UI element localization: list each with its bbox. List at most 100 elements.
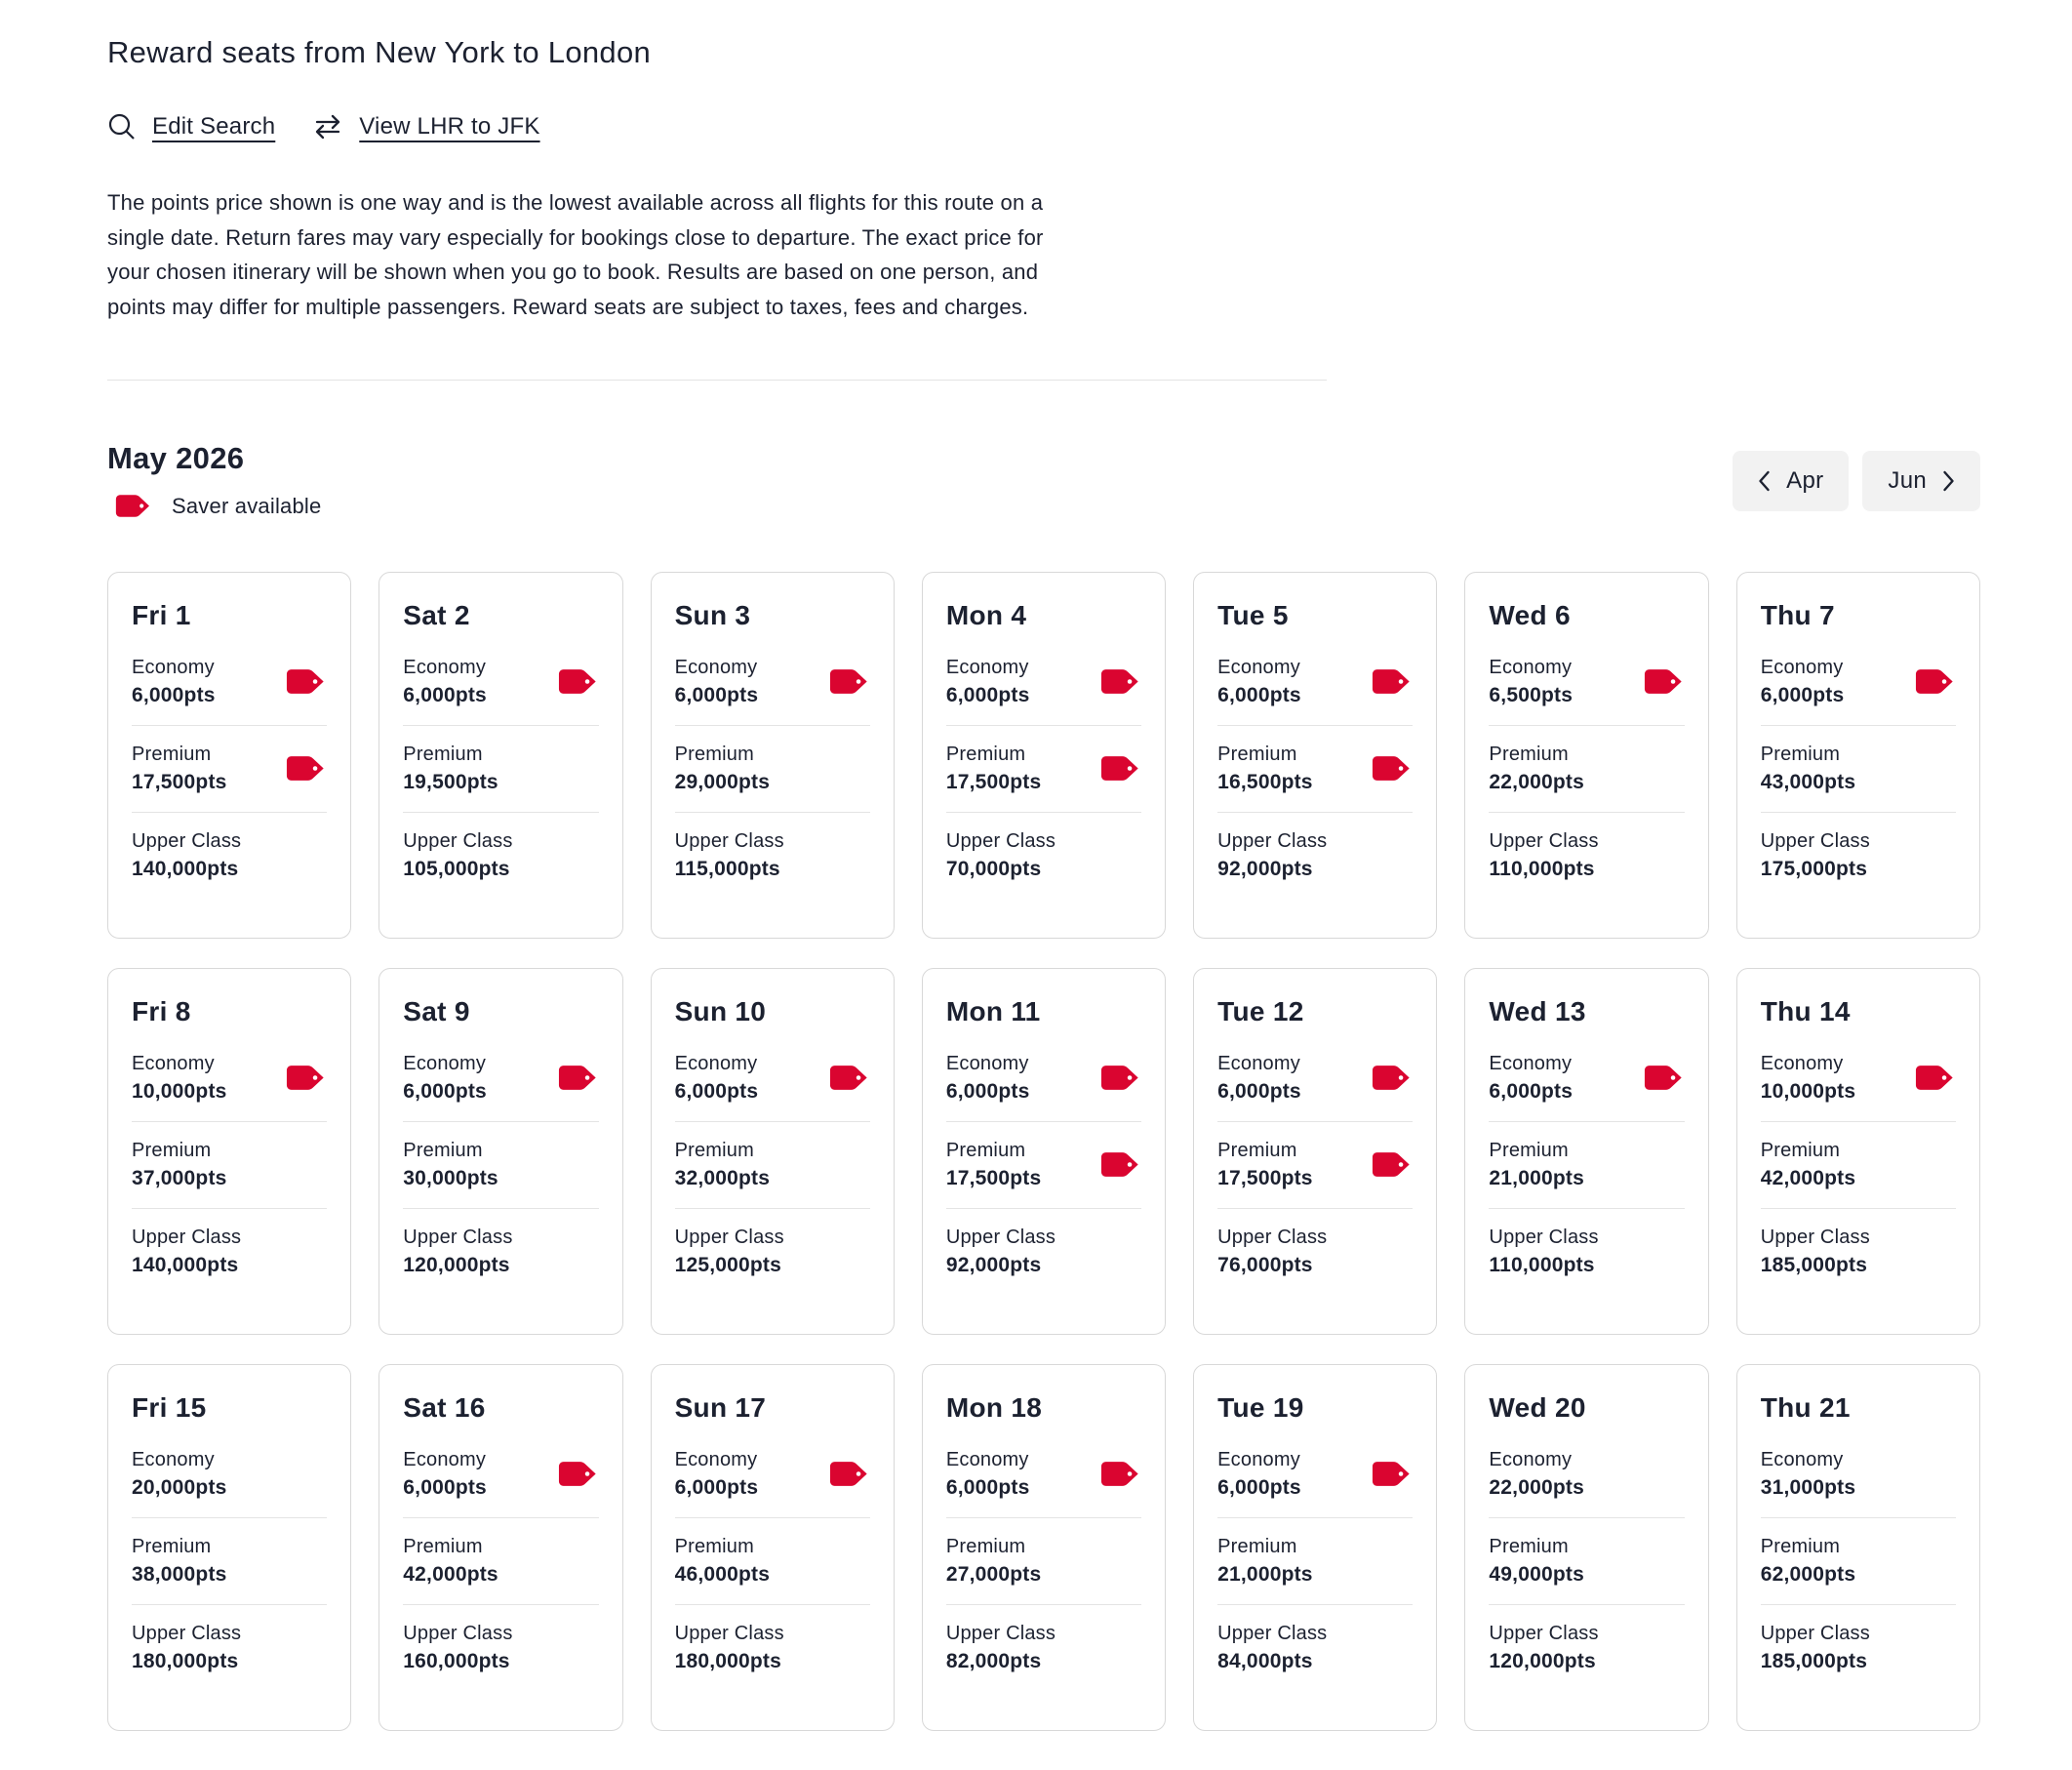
day-card[interactable]: Tue 19 Economy 6,000pts Premium 21,000pt… — [1193, 1363, 1438, 1731]
fare-row: Upper Class 160,000pts — [403, 1603, 599, 1691]
day-card[interactable]: Wed 13 Economy 6,000pts Premium 21,000pt… — [1464, 967, 1709, 1335]
day-card[interactable]: Tue 12 Economy 6,000pts Premium 17,500pt… — [1193, 967, 1438, 1335]
fare-text: Premium 16,500pts — [1217, 744, 1313, 794]
fare-row: Premium 42,000pts — [403, 1516, 599, 1604]
saver-tag-icon — [286, 1065, 327, 1091]
cabin-label: Premium — [1217, 743, 1297, 765]
cabin-label: Premium — [1760, 743, 1841, 765]
fare-text: Economy 6,000pts — [675, 657, 759, 707]
day-title: Sat 9 — [403, 995, 470, 1026]
day-title: Tue 5 — [1217, 599, 1289, 630]
section-divider — [107, 379, 1327, 381]
day-card[interactable]: Wed 20 Economy 22,000pts Premium 49,000p… — [1464, 1363, 1709, 1731]
day-card[interactable]: Tue 5 Economy 6,000pts Premium 16,500pts — [1193, 571, 1438, 939]
fare-row: Economy 10,000pts — [132, 1035, 327, 1121]
fare-row: Upper Class 84,000pts — [1217, 1603, 1414, 1691]
saver-tag-icon — [558, 1461, 599, 1487]
day-card[interactable]: Thu 14 Economy 10,000pts Premium 42,000p… — [1735, 967, 1980, 1335]
day-card[interactable]: Thu 7 Economy 6,000pts Premium 43,000pts… — [1735, 571, 1980, 939]
fare-row: Premium 62,000pts — [1760, 1516, 1956, 1604]
edit-search-link[interactable]: Edit Search — [107, 112, 275, 141]
fare-row: Economy 6,000pts — [1217, 1431, 1413, 1517]
day-card[interactable]: Sat 16 Economy 6,000pts Premium 42,000pt… — [379, 1363, 623, 1731]
points-value: 160,000pts — [403, 1649, 510, 1672]
fare-row: Premium 43,000pts — [1760, 724, 1956, 812]
fare-list: Economy 6,500pts Premium 22,000pts Upper… — [1489, 639, 1685, 899]
fare-row: Premium 42,000pts — [1760, 1120, 1956, 1208]
day-card[interactable]: Sun 10 Economy 6,000pts Premium 32,000pt… — [650, 967, 895, 1335]
points-value: 76,000pts — [1217, 1253, 1313, 1276]
points-value: 6,000pts — [132, 683, 216, 706]
points-value: 6,000pts — [674, 683, 759, 706]
points-value: 185,000pts — [1760, 1649, 1868, 1672]
cabin-label: Upper Class — [1217, 1226, 1328, 1248]
fare-list: Economy 10,000pts Premium 37,000pts Uppe… — [132, 1035, 328, 1295]
cabin-label: Premium — [945, 1535, 1026, 1557]
cabin-label: Economy — [945, 1052, 1029, 1074]
fare-row: Economy 6,000pts — [132, 639, 327, 725]
points-value: 185,000pts — [1760, 1253, 1868, 1276]
day-card[interactable]: Sat 2 Economy 6,000pts Premium 19,500pts… — [379, 571, 623, 939]
day-card[interactable]: Sun 3 Economy 6,000pts Premium 29,000pts… — [650, 571, 895, 939]
day-card[interactable]: Mon 11 Economy 6,000pts Premium 17,500pt… — [921, 967, 1167, 1335]
fare-row: Upper Class 110,000pts — [1489, 1207, 1685, 1295]
points-value: 180,000pts — [674, 1649, 781, 1672]
points-value: 6,000pts — [674, 1475, 759, 1499]
fare-text: Upper Class 92,000pts — [1217, 830, 1327, 881]
day-title: Thu 21 — [1760, 1391, 1851, 1423]
cabin-label: Economy — [1760, 1448, 1844, 1470]
fare-text: Upper Class 82,000pts — [946, 1623, 1056, 1673]
points-value: 175,000pts — [1760, 857, 1868, 880]
cabin-label: Economy — [403, 1448, 487, 1470]
fare-text: Upper Class 120,000pts — [403, 1227, 512, 1277]
saver-legend-label: Saver available — [172, 493, 322, 518]
fare-text: Premium 32,000pts — [675, 1140, 771, 1190]
points-value: 82,000pts — [945, 1649, 1042, 1672]
fare-row: Upper Class 175,000pts — [1760, 811, 1956, 899]
fare-text: Premium 62,000pts — [1761, 1536, 1856, 1587]
fare-text: Economy 10,000pts — [1761, 1053, 1856, 1104]
fare-row: Economy 6,500pts — [1489, 639, 1684, 725]
fare-text: Economy 6,000pts — [946, 1449, 1030, 1500]
cabin-label: Upper Class — [132, 1622, 242, 1644]
points-value: 180,000pts — [132, 1649, 239, 1672]
view-reverse-route-link[interactable]: View LHR to JFK — [312, 111, 539, 142]
day-card[interactable]: Mon 4 Economy 6,000pts Premium 17,500pts — [921, 571, 1167, 939]
fare-text: Upper Class 120,000pts — [1489, 1623, 1598, 1673]
day-title: Mon 18 — [945, 1391, 1043, 1423]
cabin-label: Economy — [1489, 656, 1573, 678]
next-month-button[interactable]: Jun — [1862, 450, 1980, 511]
cabin-label: Premium — [1489, 1535, 1569, 1557]
points-value: 17,500pts — [945, 770, 1042, 793]
cabin-label: Upper Class — [674, 1226, 784, 1248]
fare-text: Premium 37,000pts — [132, 1140, 227, 1190]
day-card[interactable]: Sun 17 Economy 6,000pts Premium 46,000pt… — [650, 1363, 895, 1731]
cabin-label: Premium — [1760, 1535, 1841, 1557]
cabin-label: Premium — [132, 1535, 212, 1557]
saver-tag-icon — [1372, 755, 1413, 782]
day-card[interactable]: Fri 8 Economy 10,000pts Premium 37,000pt… — [107, 967, 352, 1335]
cabin-label: Premium — [1217, 1535, 1297, 1557]
fare-text: Upper Class 110,000pts — [1489, 830, 1598, 881]
points-value: 16,500pts — [1217, 770, 1313, 793]
cabin-label: Premium — [674, 1139, 754, 1161]
day-card[interactable]: Mon 18 Economy 6,000pts Premium 27,000pt… — [921, 1363, 1167, 1731]
saver-tag-icon — [829, 1065, 870, 1091]
day-title: Mon 11 — [945, 995, 1041, 1026]
day-card[interactable]: Fri 15 Economy 20,000pts Premium 38,000p… — [107, 1363, 352, 1731]
fare-row: Upper Class 120,000pts — [403, 1207, 599, 1295]
day-card[interactable]: Sat 9 Economy 6,000pts Premium 30,000pts… — [379, 967, 623, 1335]
day-card[interactable]: Fri 1 Economy 6,000pts Premium 17,500pts — [107, 571, 352, 939]
points-value: 49,000pts — [1489, 1562, 1584, 1586]
prev-month-button[interactable]: Apr — [1733, 450, 1850, 511]
cabin-label: Economy — [1760, 656, 1844, 678]
fare-row: Economy 31,000pts — [1761, 1431, 1956, 1517]
fare-row: Upper Class 185,000pts — [1760, 1207, 1956, 1295]
day-card[interactable]: Wed 6 Economy 6,500pts Premium 22,000pts… — [1464, 571, 1709, 939]
cabin-label: Upper Class — [132, 1226, 242, 1248]
cabin-label: Economy — [1217, 1448, 1300, 1470]
fare-text: Premium 19,500pts — [403, 744, 498, 794]
day-card[interactable]: Thu 21 Economy 31,000pts Premium 62,000p… — [1735, 1363, 1980, 1731]
fare-row: Upper Class 180,000pts — [674, 1603, 870, 1691]
points-disclaimer-text: The points price shown is one way and is… — [107, 190, 1044, 319]
